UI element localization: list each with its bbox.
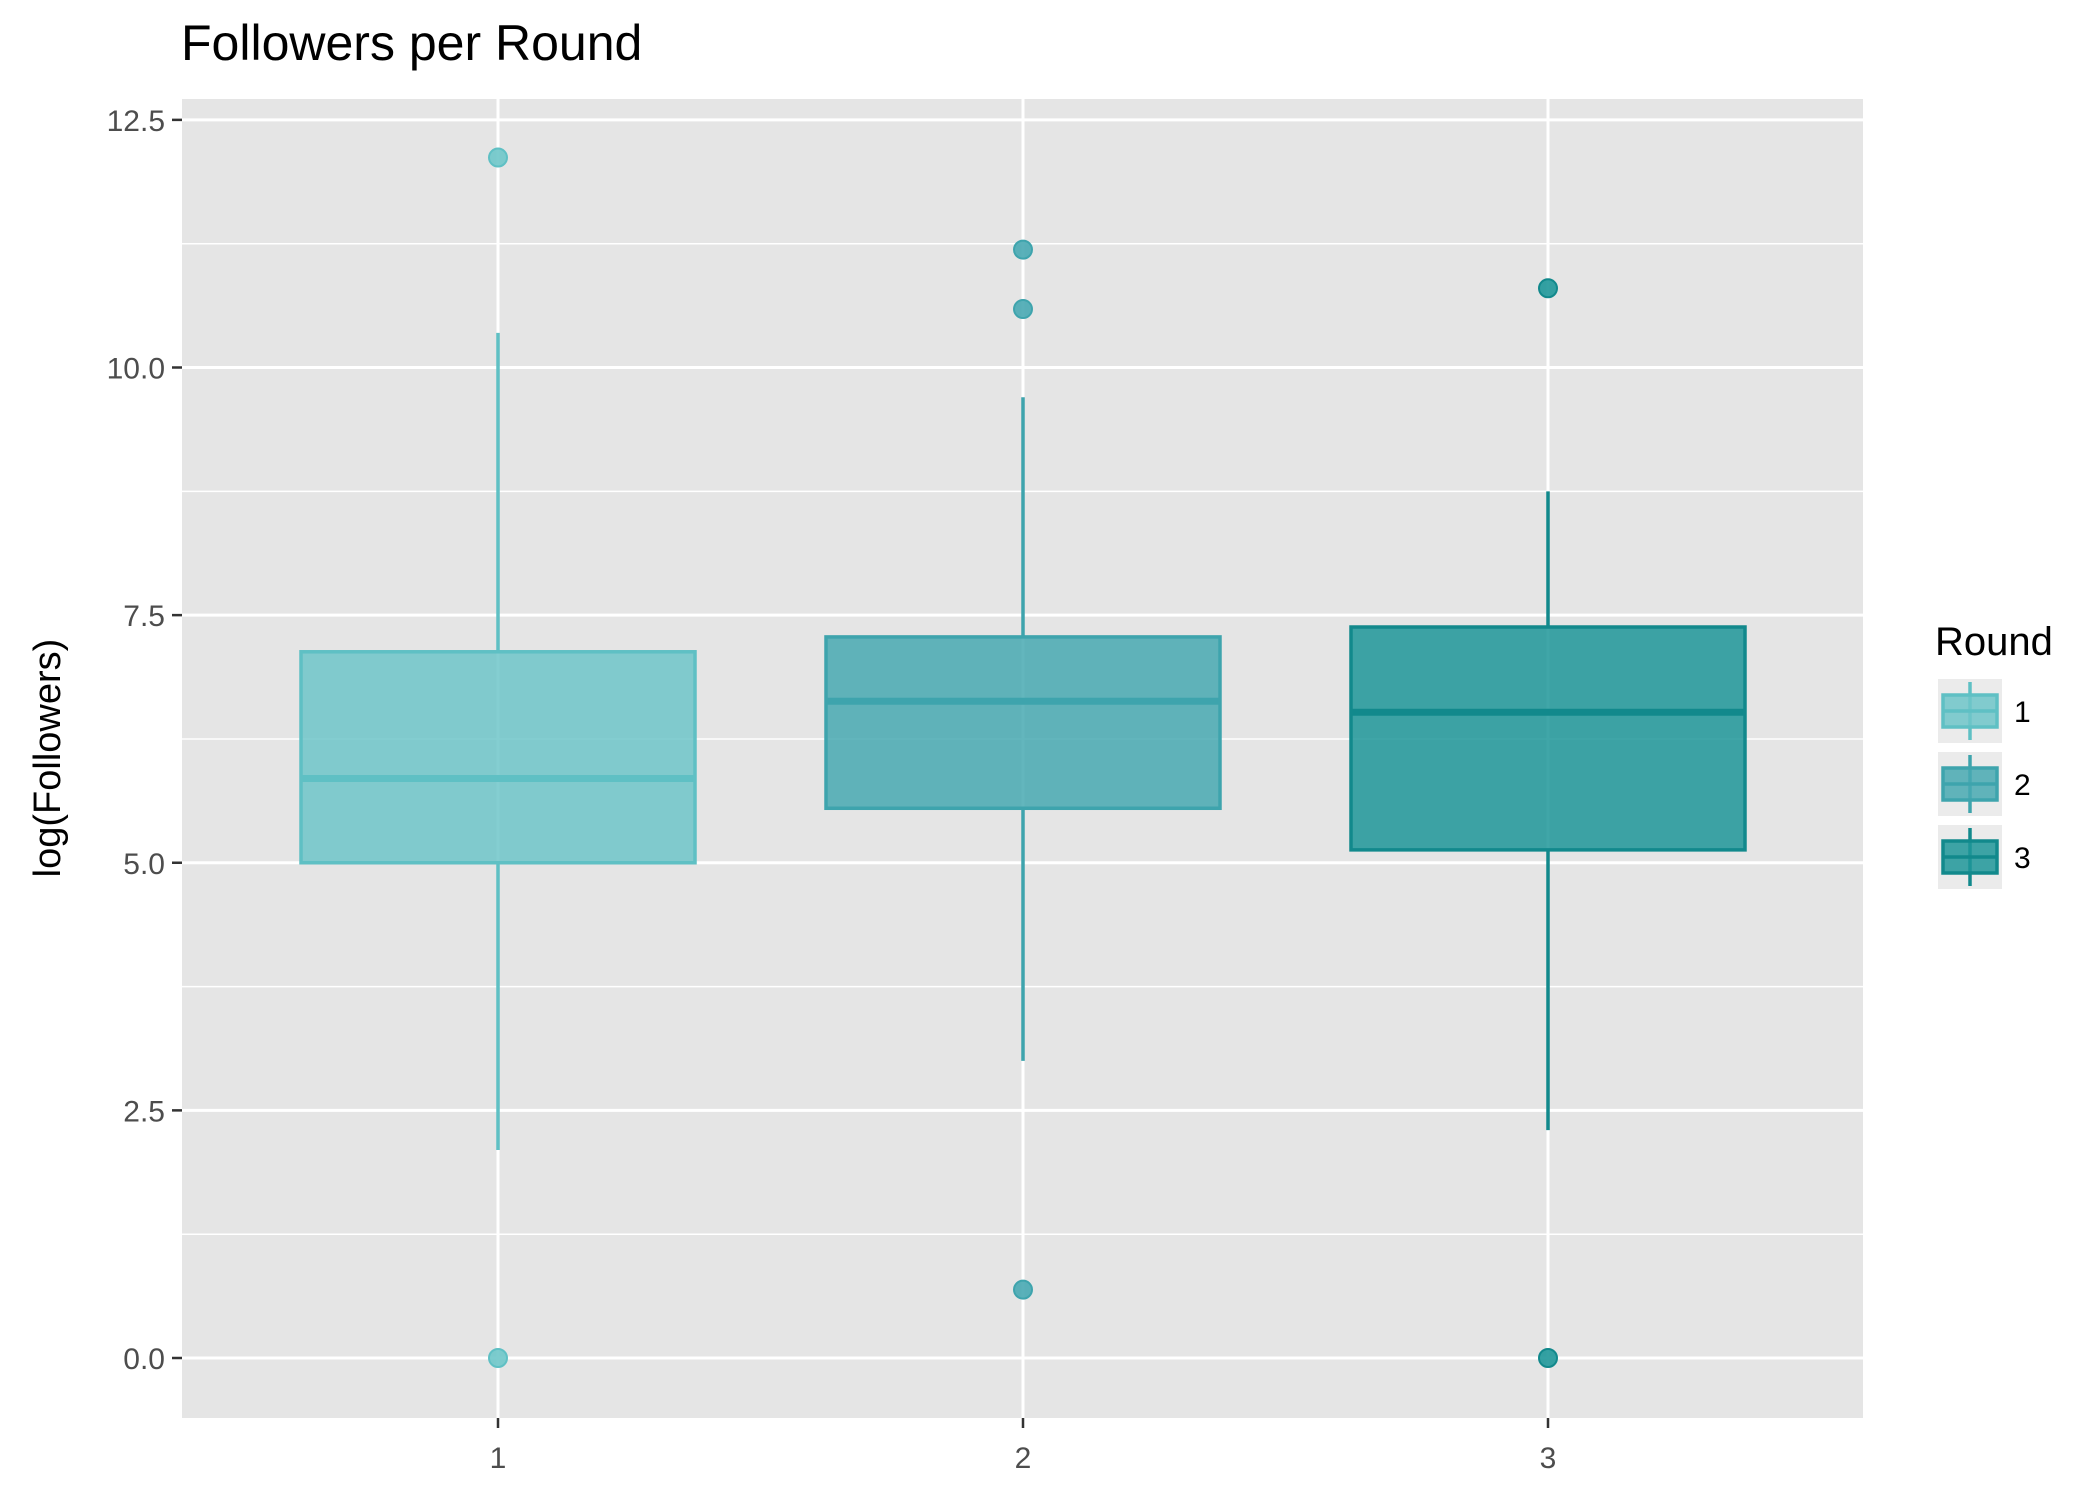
x-tick-label: 1	[490, 1442, 507, 1475]
outlier-point	[488, 1348, 508, 1368]
legend-label: 3	[2014, 842, 2031, 875]
outlier-point	[488, 147, 508, 168]
outlier-point	[1538, 278, 1558, 299]
legend: Round 1 2 3	[1935, 620, 2053, 889]
boxplot-round-1	[299, 147, 697, 1368]
iqr-box	[824, 635, 1222, 811]
y-tick-label: 10.0	[107, 353, 165, 386]
boxplots	[299, 147, 1747, 1368]
y-tick-label: 7.5	[123, 600, 165, 633]
boxplot-round-3	[1349, 278, 1747, 1368]
y-axis-title: log(Followers)	[27, 639, 69, 878]
x-tick-label: 3	[1540, 1442, 1557, 1475]
legend-label: 1	[2014, 696, 2031, 729]
outlier-point	[1538, 1348, 1558, 1368]
outlier-point	[1013, 1279, 1033, 1300]
legend-key-3	[1938, 825, 2002, 889]
legend-key-1	[1938, 679, 2002, 743]
y-tick-label: 0.0	[123, 1343, 165, 1376]
legend-key-2	[1938, 752, 2002, 816]
legend-title: Round	[1935, 620, 2053, 664]
iqr-box	[1349, 625, 1747, 852]
outlier-point	[1013, 299, 1033, 320]
iqr-box	[299, 650, 697, 865]
x-tick-label: 2	[1015, 1442, 1032, 1475]
y-tick-label: 12.5	[107, 105, 165, 138]
y-tick-label: 2.5	[123, 1095, 165, 1128]
y-tick-label: 5.0	[123, 848, 165, 881]
boxplot-round-2	[824, 239, 1222, 1300]
outlier-point	[1013, 239, 1033, 260]
axes: 0.0 2.5 5.0 7.5 10.0 12.5 1 2 3	[107, 105, 1557, 1475]
legend-label: 2	[2014, 769, 2031, 802]
chart-title: Followers per Round	[181, 15, 642, 71]
